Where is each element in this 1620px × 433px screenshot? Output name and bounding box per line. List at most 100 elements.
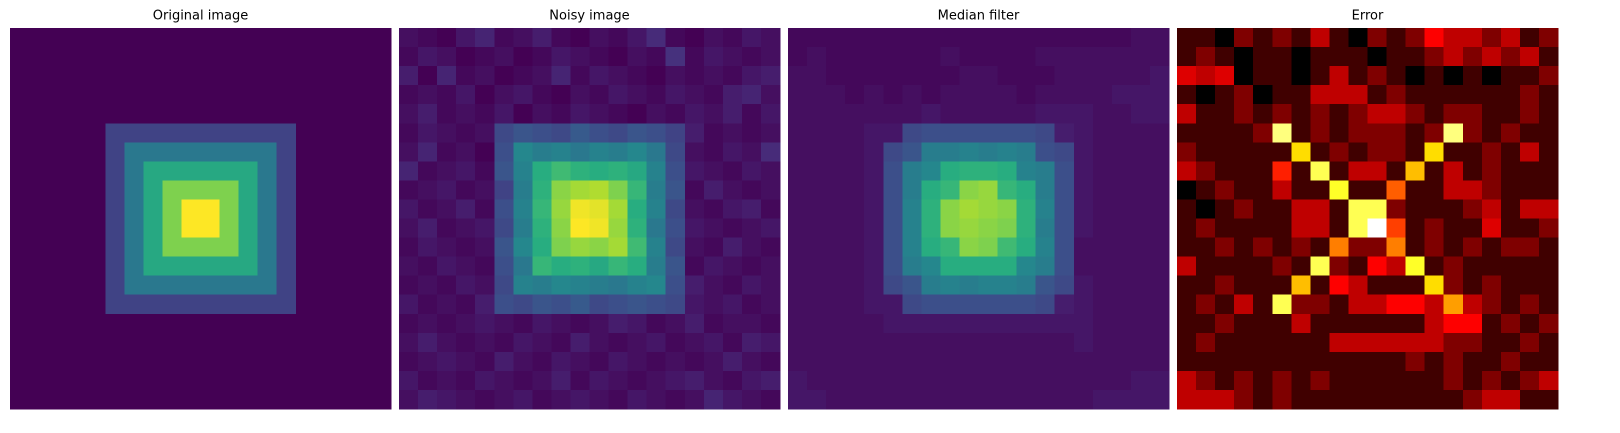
pixel <box>1215 180 1235 200</box>
pixel <box>722 180 743 200</box>
pixel <box>684 237 705 257</box>
pixel <box>456 28 476 48</box>
pixel <box>1111 294 1132 315</box>
pixel <box>1035 389 1055 410</box>
pixel <box>978 389 998 410</box>
pixel <box>67 161 87 181</box>
pixel <box>532 370 552 391</box>
pixel <box>1054 28 1075 48</box>
pixel <box>1310 389 1330 410</box>
pixel <box>921 294 941 315</box>
pixel <box>371 123 392 143</box>
pixel <box>703 237 724 257</box>
pixel <box>1234 161 1254 181</box>
pixel <box>1149 199 1170 219</box>
pixel <box>940 218 960 238</box>
pixel <box>105 199 125 219</box>
pixel <box>684 199 705 219</box>
pixel <box>788 180 808 200</box>
pixel <box>418 313 438 334</box>
pixel <box>1130 104 1151 124</box>
pixel <box>883 104 903 124</box>
pixel <box>1405 389 1425 410</box>
pixel <box>864 218 884 238</box>
pixel <box>105 370 125 391</box>
pixel <box>1130 389 1151 410</box>
pixel <box>921 313 941 334</box>
pixel <box>200 389 220 410</box>
pixel <box>1092 199 1113 219</box>
pixel <box>238 218 258 238</box>
pixel <box>1234 180 1254 200</box>
pixel <box>589 313 609 334</box>
pixel <box>257 85 277 105</box>
pixel <box>257 313 277 334</box>
pixel <box>475 351 495 372</box>
pixel <box>475 199 495 219</box>
pixel <box>105 294 125 315</box>
pixel <box>665 47 686 67</box>
pixel <box>219 218 239 238</box>
pixel <box>703 180 724 200</box>
pixel <box>788 161 808 181</box>
pixel <box>1424 123 1444 143</box>
pixel <box>143 28 163 48</box>
pixel <box>959 275 979 295</box>
pixel <box>1092 66 1113 86</box>
pixel <box>902 180 922 200</box>
pixel <box>105 85 125 105</box>
pixel <box>219 142 239 162</box>
pixel <box>124 332 144 353</box>
pixel <box>902 370 922 391</box>
pixel <box>883 237 903 257</box>
pixel <box>1329 370 1349 391</box>
pixel <box>1196 389 1216 410</box>
pixel <box>826 199 846 219</box>
pixel <box>1272 47 1292 67</box>
pixel <box>722 237 743 257</box>
pixel <box>456 332 476 353</box>
pixel <box>238 142 258 162</box>
pixel <box>1348 351 1368 372</box>
pixel <box>200 199 220 219</box>
pixel <box>1367 294 1387 315</box>
pixel <box>845 256 865 276</box>
pixel <box>741 85 762 105</box>
pixel <box>646 28 666 48</box>
pixel <box>608 313 628 334</box>
pixel <box>570 256 590 276</box>
pixel <box>295 199 316 219</box>
pixel <box>1253 275 1273 295</box>
pixel <box>257 275 277 295</box>
pixel <box>1054 142 1075 162</box>
pixel <box>883 370 903 391</box>
pixel <box>456 294 476 315</box>
pixel <box>219 28 239 48</box>
pixel <box>589 47 609 67</box>
pixel <box>1149 389 1170 410</box>
pixel <box>1234 123 1254 143</box>
pixel <box>1272 104 1292 124</box>
pixel <box>1424 66 1444 86</box>
pixel <box>105 351 125 372</box>
pixel <box>371 256 392 276</box>
pixel <box>494 85 514 105</box>
pixel <box>257 180 277 200</box>
pixel <box>437 256 457 276</box>
pixel <box>1500 199 1521 219</box>
pixel <box>1073 218 1094 238</box>
pixel <box>551 28 571 48</box>
pixel <box>1329 256 1349 276</box>
pixel <box>940 351 960 372</box>
pixel <box>295 180 316 200</box>
pixel <box>29 66 49 86</box>
pixel <box>1291 313 1311 334</box>
pixel <box>475 104 495 124</box>
pixel <box>646 47 666 67</box>
pixel <box>940 275 960 295</box>
pixel <box>200 275 220 295</box>
pixel <box>570 66 590 86</box>
pixel <box>684 332 705 353</box>
pixel <box>760 389 781 410</box>
pixel <box>845 313 865 334</box>
